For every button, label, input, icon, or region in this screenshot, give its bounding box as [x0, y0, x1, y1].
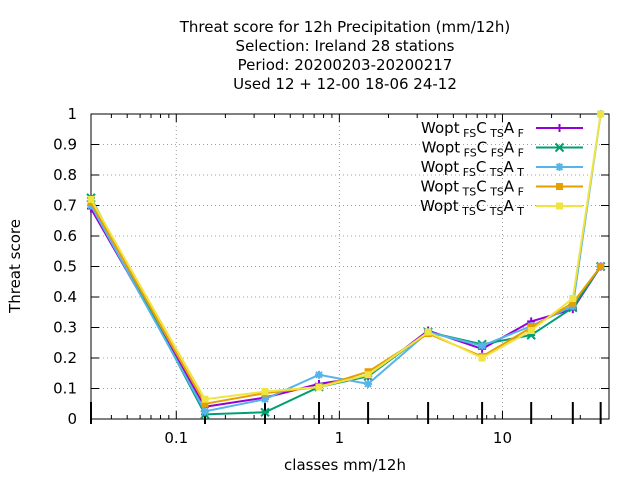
- grid-lines: [91, 114, 609, 419]
- title-line: Threat score for 12h Precipitation (mm/1…: [179, 18, 511, 36]
- title-line: Selection: Ireland 28 stations: [236, 37, 455, 55]
- legend-entry: Wopt FSC TSA F: [421, 119, 583, 140]
- data-point: [364, 379, 373, 388]
- x-tick-label: 1: [335, 429, 345, 447]
- legend-label: Wopt TSC TSA F: [420, 178, 524, 199]
- legend-entry: Wopt TSC TSA T: [420, 197, 583, 218]
- y-tick-label: 1: [67, 105, 77, 123]
- legend-entry: Wopt FSC FSA F: [422, 139, 583, 160]
- legend-entry: Wopt FSC TSA T: [421, 158, 583, 179]
- y-tick-label: 0.9: [53, 136, 77, 154]
- series: [86, 193, 606, 420]
- x-tick-label: 0.1: [164, 429, 188, 447]
- x-tick-label: 10: [493, 429, 512, 447]
- y-tick-label: 0.1: [53, 380, 77, 398]
- data-point: [260, 407, 270, 417]
- data-point: [597, 110, 605, 118]
- legend-entry: Wopt TSC TSA F: [420, 178, 583, 199]
- y-tick-label: 0.8: [53, 166, 77, 184]
- data-point: [556, 183, 563, 190]
- data-point: [201, 400, 209, 408]
- legend-label: Wopt FSC FSA F: [422, 139, 524, 160]
- data-point: [315, 383, 323, 391]
- series-line: [90, 208, 602, 408]
- y-tick-label: 0.2: [53, 349, 77, 367]
- title-line: Period: 20200203-20200217: [238, 56, 453, 74]
- data-point: [314, 370, 323, 379]
- legend-label: Wopt TSC TSA T: [420, 197, 524, 218]
- series: [87, 110, 605, 416]
- x-tick-labels: 0.1 1 10: [164, 429, 512, 447]
- series-line: [90, 202, 602, 405]
- y-tick-label: 0.7: [53, 197, 77, 215]
- data-point: [200, 407, 209, 416]
- series: [87, 110, 605, 403]
- series-line: [90, 113, 602, 413]
- series-line: [90, 113, 602, 401]
- data-point: [478, 354, 486, 362]
- y-tick-label: 0.4: [53, 288, 77, 306]
- y-tick-label: 0.5: [53, 258, 77, 276]
- data-point: [527, 327, 535, 335]
- y-tick-labels: 0 0.1 0.2 0.3 0.4 0.5 0.6 0.7 0.8 0.9 1: [53, 105, 77, 428]
- series-lines: [86, 110, 606, 420]
- series: [87, 198, 605, 408]
- data-point: [424, 328, 432, 336]
- y-axis-label: Threat score: [6, 219, 24, 314]
- x-axis-label: classes mm/12h: [284, 456, 406, 474]
- y-tick-label: 0.6: [53, 227, 77, 245]
- data-point: [555, 163, 564, 171]
- data-point: [597, 263, 605, 270]
- chart-title: Threat score for 12h Precipitation (mm/1…: [179, 18, 511, 93]
- data-point: [87, 195, 95, 203]
- data-point: [554, 142, 565, 153]
- legend-label: Wopt FSC TSA T: [421, 158, 525, 179]
- data-point: [364, 371, 372, 379]
- data-point: [556, 202, 563, 210]
- data-point: [201, 395, 209, 403]
- data-point: [569, 295, 577, 303]
- legend-label: Wopt FSC TSA F: [421, 119, 524, 140]
- y-tick-label: 0: [67, 410, 77, 428]
- data-point: [569, 299, 577, 307]
- data-point: [555, 124, 564, 132]
- y-tick-label: 0.3: [53, 319, 77, 337]
- data-point: [261, 388, 269, 396]
- title-line: Used 12 + 12-00 18-06 24-12: [233, 75, 457, 93]
- series-line: [90, 197, 602, 416]
- data-point: [478, 341, 487, 350]
